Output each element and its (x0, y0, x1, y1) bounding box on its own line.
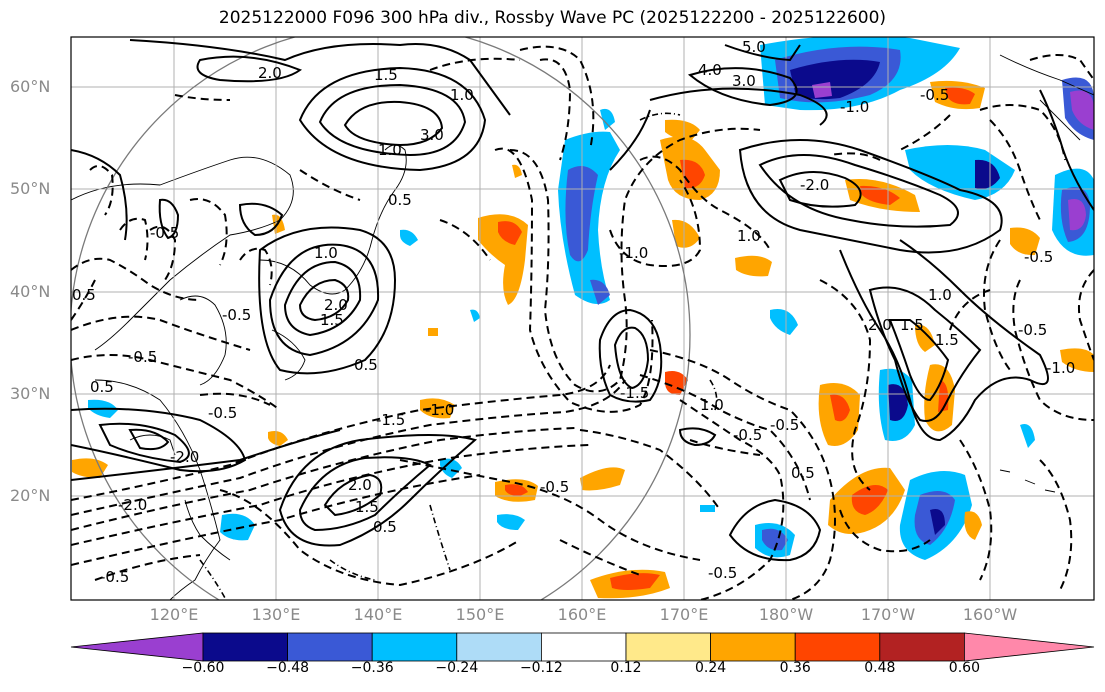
contour-label: 5.0 (742, 38, 766, 56)
contour-label: 0.5 (72, 286, 96, 304)
colorbar-tick-label: −0.24 (435, 660, 479, 676)
lat-label: 50°N (10, 179, 51, 198)
contour-label: -0.5 (540, 478, 569, 496)
contour-label: -0.5 (150, 224, 179, 242)
contour-label: 1.5 (355, 498, 379, 516)
colorbar-bin (202, 632, 288, 662)
graticule (71, 37, 1094, 600)
shaded-divergence-areas (72, 37, 1094, 599)
contour-label: -0.5 (208, 404, 237, 422)
colorbar-low-extend (70, 632, 204, 662)
contour-label: -0.5 (100, 568, 129, 586)
contour-label: 0.5 (90, 378, 114, 396)
contour-label: 1.0 (378, 141, 402, 159)
contour-label: 1.0 (700, 396, 724, 414)
contour-label: 1.5 (320, 311, 344, 329)
colorbar-bin (710, 632, 796, 662)
map-frame (70, 36, 1095, 601)
colorbar-tick-label: 0.24 (695, 660, 727, 676)
colorbar-bin (625, 632, 711, 662)
contour-label: 2.0 (258, 64, 282, 82)
lat-label: 20°N (10, 486, 51, 505)
lat-label: 30°N (10, 384, 51, 403)
lon-label: 150°E (455, 605, 505, 624)
contour-label: 1.0 (737, 227, 761, 245)
colorbar-tick-label: 0.36 (779, 660, 811, 676)
contour-label: 2.0 (868, 316, 892, 334)
lat-label: 40°N (10, 282, 51, 301)
lat-label: 60°N (10, 77, 51, 96)
colorbar-tick-label: −0.48 (266, 660, 310, 676)
contour-label: -0.5 (708, 564, 737, 582)
colorbar-bin (879, 632, 965, 662)
colorbar-bin (541, 632, 627, 662)
contour-label: -0.5 (222, 306, 251, 324)
contour-label: 1.0 (928, 286, 952, 304)
contour-label: -1.0 (840, 98, 869, 116)
colorbar-bin (794, 632, 881, 662)
contour-label: -0.5 (128, 348, 157, 366)
colorbar-bin (371, 632, 458, 662)
contour-label: 0.5 (373, 518, 397, 536)
contour-label: -0.5 (1024, 248, 1053, 266)
contour-label: -0.5 (733, 426, 762, 444)
region-circle (71, 37, 691, 600)
colorbar-bin (287, 632, 373, 662)
zero-contours (199, 112, 718, 599)
contour-label: -1.0 (1046, 359, 1075, 377)
contour-label: -0.5 (1018, 321, 1047, 339)
contour-label: -1.0 (619, 244, 648, 262)
contour-label: 3.0 (420, 126, 444, 144)
lon-label: 130°E (251, 605, 301, 624)
contour-label: 4.0 (698, 61, 722, 79)
contour-label: 2.0 (348, 476, 372, 494)
lon-label: 160°E (557, 605, 607, 624)
contour-label: -2.0 (118, 496, 147, 514)
contour-label: -1.5 (620, 384, 649, 402)
contour-label: 1.5 (935, 331, 959, 349)
contour-label: -0.5 (920, 86, 949, 104)
contour-label: -0.5 (770, 416, 799, 434)
colorbar-tick-label: 0.60 (948, 660, 980, 676)
colorbar-high-extend (964, 632, 1095, 662)
contour-label: -1.5 (376, 411, 405, 429)
colorbar-tick-label: −0.12 (519, 660, 563, 676)
map-title: 2025122000 F096 300 hPa div., Rossby Wav… (218, 8, 887, 28)
contour-label: 3.0 (732, 72, 756, 90)
contour-label: -2.0 (800, 176, 829, 194)
contour-label: 1.5 (900, 316, 924, 334)
contour-labels: 5.0 4.0 3.0 3.0 2.0 1.5 1.0 1.0 1.5 1.0 … (72, 38, 1075, 586)
contour-label: -1.0 (425, 401, 454, 419)
colorbar-bin (456, 632, 542, 662)
lon-label: 120°E (149, 605, 199, 624)
contour-label: 2.0 (324, 296, 348, 314)
coastlines (71, 54, 1094, 600)
contour-label: 1.5 (374, 66, 398, 84)
colorbar-tick-label: 0.48 (864, 660, 896, 676)
contour-label: 1.0 (450, 86, 474, 104)
negative-contours (71, 45, 1094, 600)
contour-label: 1.0 (314, 244, 338, 262)
colorbar-tick-label: 0.12 (610, 660, 642, 676)
lon-label: 140°E (353, 605, 403, 624)
colorbar (70, 632, 1095, 662)
lon-label: 160°W (962, 605, 1018, 624)
contour-label: -2.0 (170, 448, 199, 466)
lon-label: 170°W (860, 605, 916, 624)
contour-label: 0.5 (791, 464, 815, 482)
lon-label: 170°E (659, 605, 709, 624)
contour-label: 0.5 (388, 191, 412, 209)
contour-label: 0.5 (354, 356, 378, 374)
colorbar-tick-label: −0.60 (181, 660, 225, 676)
lon-label: 180°W (758, 605, 814, 624)
colorbar-tick-label: −0.36 (350, 660, 394, 676)
